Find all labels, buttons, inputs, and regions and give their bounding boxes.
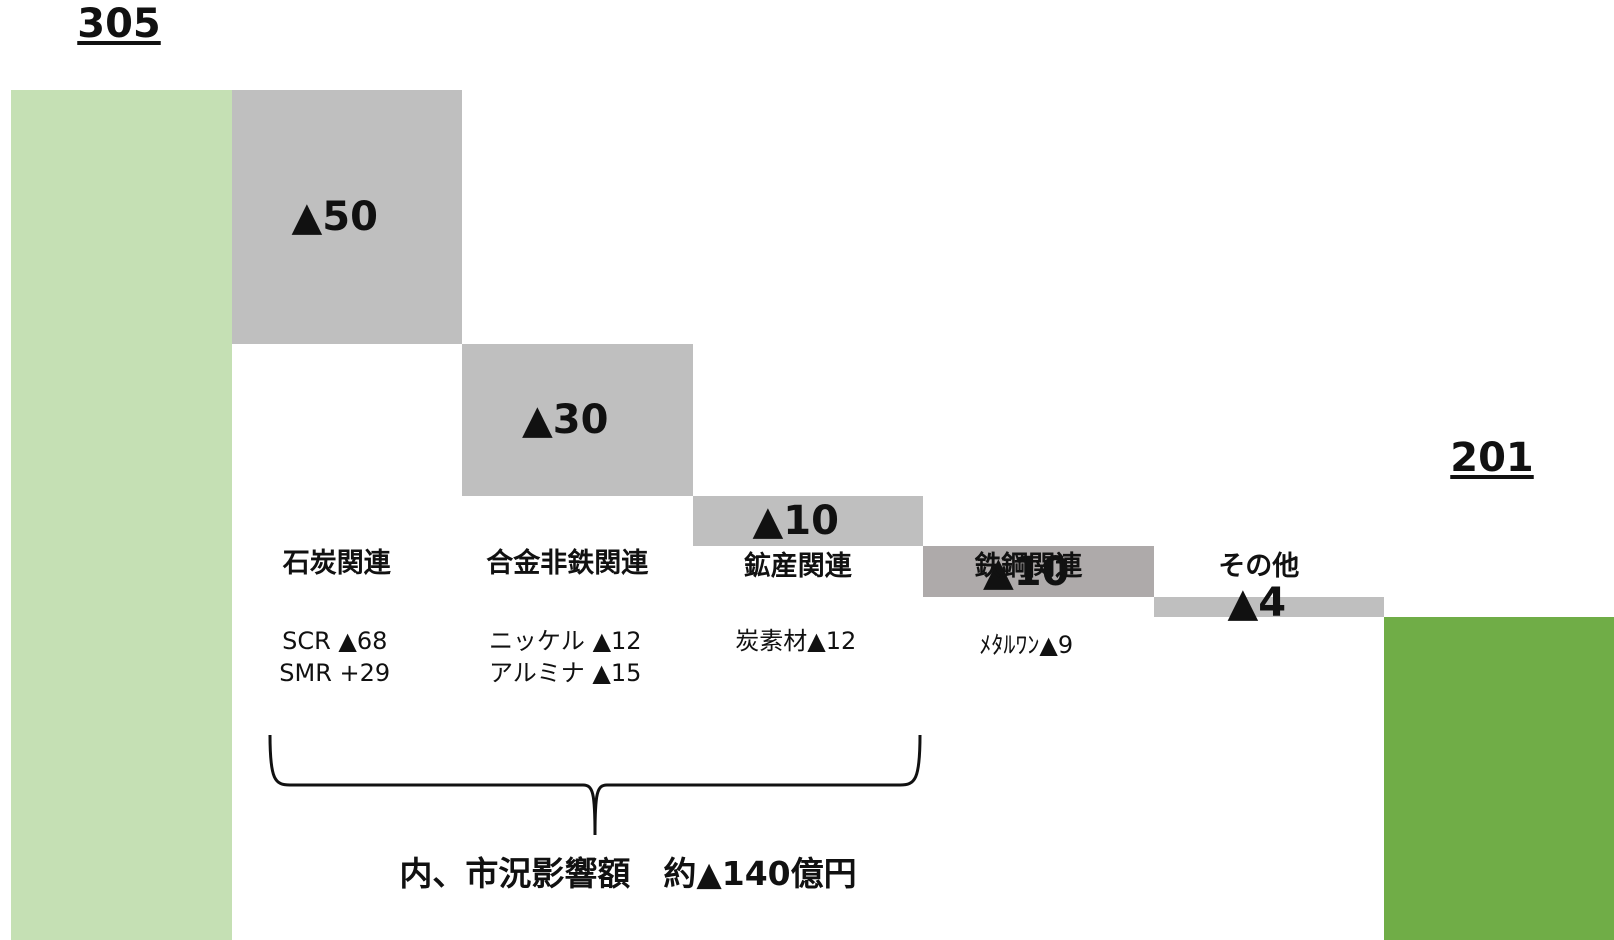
detail-line-4-1: ﾒﾀﾙﾜﾝ▲9 (979, 631, 1074, 659)
category-label-2: 合金非鉄関連 (486, 548, 649, 579)
detail-line-1-1: SCR ▲68 (282, 627, 388, 655)
bar-step-1 (231, 90, 462, 344)
label-end-total: 201 (1450, 435, 1534, 481)
value-label-step-1: ▲50 (291, 193, 378, 240)
detail-line-3-1: 炭素材▲12 (735, 627, 857, 655)
bar-start-total (11, 90, 232, 940)
bar-step-3 (692, 495, 923, 547)
market-impact-annotation: 内、市況影響額 約▲140億円 (399, 854, 857, 893)
brace-path (268, 734, 922, 836)
detail-block-3: 炭素材▲12 (735, 625, 856, 657)
detail-line-2-2: アルミナ ▲15 (489, 659, 642, 687)
bar-step-2 (462, 343, 693, 496)
category-label-4: 鉄鋼関連 (974, 551, 1083, 582)
value-label-step-2: ▲30 (522, 396, 609, 443)
detail-block-2: ニッケル ▲12 アルミナ ▲15 (489, 625, 642, 689)
category-label-3: 鉱産関連 (743, 551, 852, 582)
detail-block-1: SCR ▲68 SMR +29 (279, 625, 390, 689)
value-label-step-4: ▲10 (983, 548, 1070, 595)
label-start-total: 305 (77, 1, 161, 47)
detail-block-4: ﾒﾀﾙﾜﾝ▲9 (979, 629, 1073, 661)
value-label-step-3: ▲10 (752, 497, 839, 544)
bar-step-5 (1153, 597, 1384, 618)
value-label-step-5: ▲4 (1227, 579, 1287, 626)
category-label-1: 石炭関連 (282, 548, 391, 579)
bar-step-4 (923, 546, 1154, 597)
bar-end-total (1384, 617, 1614, 940)
detail-line-1-2: SMR +29 (279, 659, 391, 687)
detail-line-2-1: ニッケル ▲12 (488, 627, 642, 655)
category-label-5: その他 (1218, 551, 1300, 582)
